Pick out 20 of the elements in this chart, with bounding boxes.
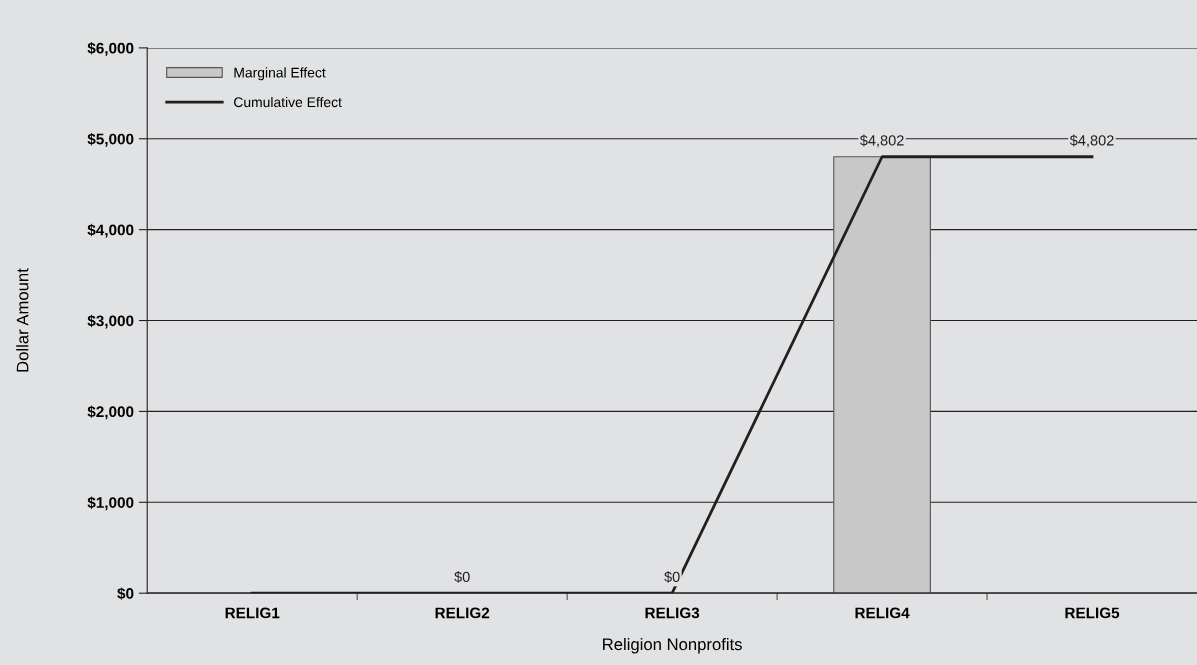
y-axis-title: Dollar Amount [16,268,29,372]
y-tick-label: $2,000 [87,405,134,420]
legend-label: Marginal Effect [234,67,326,81]
y-tick-label: $0 [117,587,134,600]
y-tick-label: $1,000 [87,496,134,511]
x-tick-label: RELIG5 [1065,607,1120,619]
y-tick-label: $4,000 [87,223,134,238]
data-label: $0 [454,571,470,583]
y-tick-label: $6,000 [87,42,134,56]
data-label: $4,802 [1069,134,1114,148]
x-axis-title: Religion Nonprofits [603,637,742,654]
x-tick-label: RELIG4 [855,607,910,619]
y-tick-label: $3,000 [87,314,134,329]
x-tick-label: RELIG1 [225,607,280,619]
y-tick-label: $5,000 [87,132,134,147]
data-label: $4,802 [859,134,904,148]
x-tick-label: RELIG3 [645,607,700,619]
legend-label: Cumulative Effect [234,96,342,108]
x-tick-label: RELIG2 [435,607,490,619]
data-label: $0 [664,571,680,583]
